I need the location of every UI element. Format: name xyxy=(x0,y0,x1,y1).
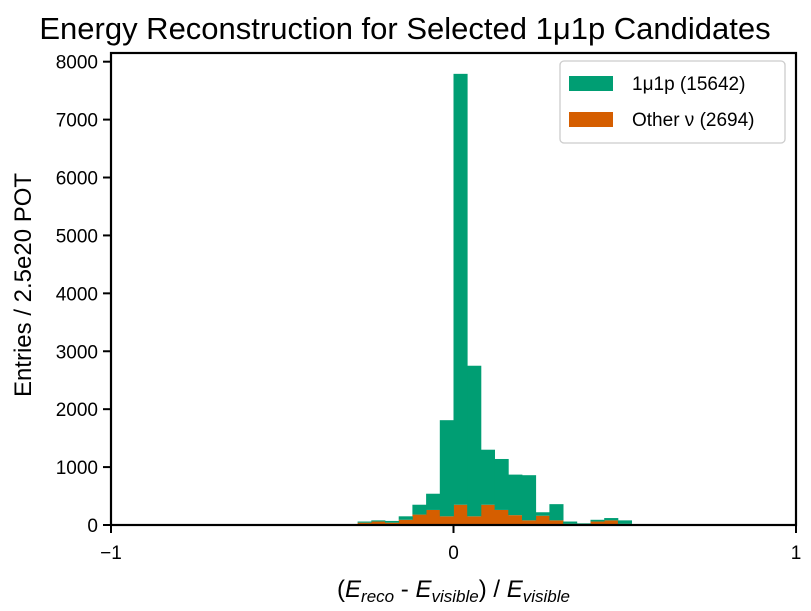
histogram-bar xyxy=(371,520,386,522)
x-axis-label-text: - xyxy=(394,576,415,603)
y-tick-label: 1000 xyxy=(56,458,98,479)
histogram-bar xyxy=(522,520,537,525)
series-numu-1p xyxy=(357,73,632,524)
y-tick-label: 5000 xyxy=(56,226,98,247)
histogram-bar xyxy=(535,512,550,516)
y-tick-label: 7000 xyxy=(56,111,98,132)
histogram-bar xyxy=(426,493,441,510)
legend-swatch xyxy=(569,112,613,127)
x-axis-label-text: ) / xyxy=(479,576,507,603)
histogram-bar xyxy=(522,475,537,521)
histogram-bar xyxy=(480,449,495,505)
histogram-bar xyxy=(439,420,454,517)
histogram-bar xyxy=(494,458,509,510)
x-axis-label-subscript: visible xyxy=(431,587,478,606)
histogram-bar xyxy=(412,504,427,515)
histogram-bar xyxy=(563,521,578,524)
histogram-bar xyxy=(467,365,482,517)
histogram-bar xyxy=(453,504,468,525)
histogram-bar xyxy=(398,516,413,520)
histogram-bar xyxy=(357,521,372,523)
x-axis-label-symbol: E xyxy=(415,576,432,603)
histogram-bar xyxy=(371,521,386,525)
histogram-bar xyxy=(426,509,441,525)
x-axis-label-subscript: reco xyxy=(361,587,394,606)
histogram-bar xyxy=(439,516,454,525)
legend-entry: Other ν (2694) xyxy=(569,110,755,131)
histogram-bar xyxy=(576,523,591,524)
y-tick-label: 8000 xyxy=(56,53,98,74)
legend-entry: 1μ1p (15642) xyxy=(569,74,745,95)
legend-label: Other ν (2694) xyxy=(632,110,755,131)
x-tick-label: −1 xyxy=(100,543,122,564)
x-axis-label-text: ( xyxy=(337,576,345,603)
histogram-bar xyxy=(412,514,427,525)
y-tick-label: 2000 xyxy=(56,400,98,421)
x-axis-label-symbol: E xyxy=(507,576,524,603)
legend-box xyxy=(559,60,786,144)
histogram-bar xyxy=(549,504,564,521)
histogram-bar xyxy=(535,515,550,525)
y-tick-label: 4000 xyxy=(56,284,98,305)
legend-swatch xyxy=(569,76,613,91)
histogram-bar xyxy=(494,509,509,525)
histogram-bar xyxy=(385,520,400,523)
histogram-bar xyxy=(604,520,619,525)
histogram-bars xyxy=(357,73,632,525)
histogram-bar xyxy=(467,516,482,525)
x-axis-label: (Ereco - Evisible) / Evisible xyxy=(337,576,570,606)
histogram-bar xyxy=(617,520,632,524)
histogram-bar xyxy=(549,520,564,525)
histogram-bar xyxy=(480,504,495,525)
x-axis-label-symbol: E xyxy=(345,576,362,603)
series-other-nu xyxy=(357,504,632,525)
histogram-bar xyxy=(590,521,605,525)
y-tick-label: 3000 xyxy=(56,342,98,363)
y-tick-label: 6000 xyxy=(56,169,98,190)
histogram-bar xyxy=(604,518,619,521)
x-axis-label-subscript: visible xyxy=(523,587,570,606)
histogram-bar xyxy=(508,515,523,525)
y-tick-label: 0 xyxy=(87,516,98,537)
chart-title: Energy Reconstruction for Selected 1μ1p … xyxy=(39,11,770,46)
x-tick-label: 1 xyxy=(791,543,802,564)
histogram-bar xyxy=(385,522,400,525)
legend: 1μ1p (15642) Other ν (2694) xyxy=(559,60,786,144)
y-axis-label: Entries / 2.5e20 POT xyxy=(10,173,37,397)
x-tick-label: 0 xyxy=(448,543,459,564)
histogram-bar xyxy=(453,73,468,505)
histogram-bar xyxy=(590,519,605,522)
histogram-bar xyxy=(508,474,523,516)
histogram-bar xyxy=(398,519,413,525)
legend-label: 1μ1p (15642) xyxy=(632,74,745,95)
histogram-bar xyxy=(357,522,372,525)
